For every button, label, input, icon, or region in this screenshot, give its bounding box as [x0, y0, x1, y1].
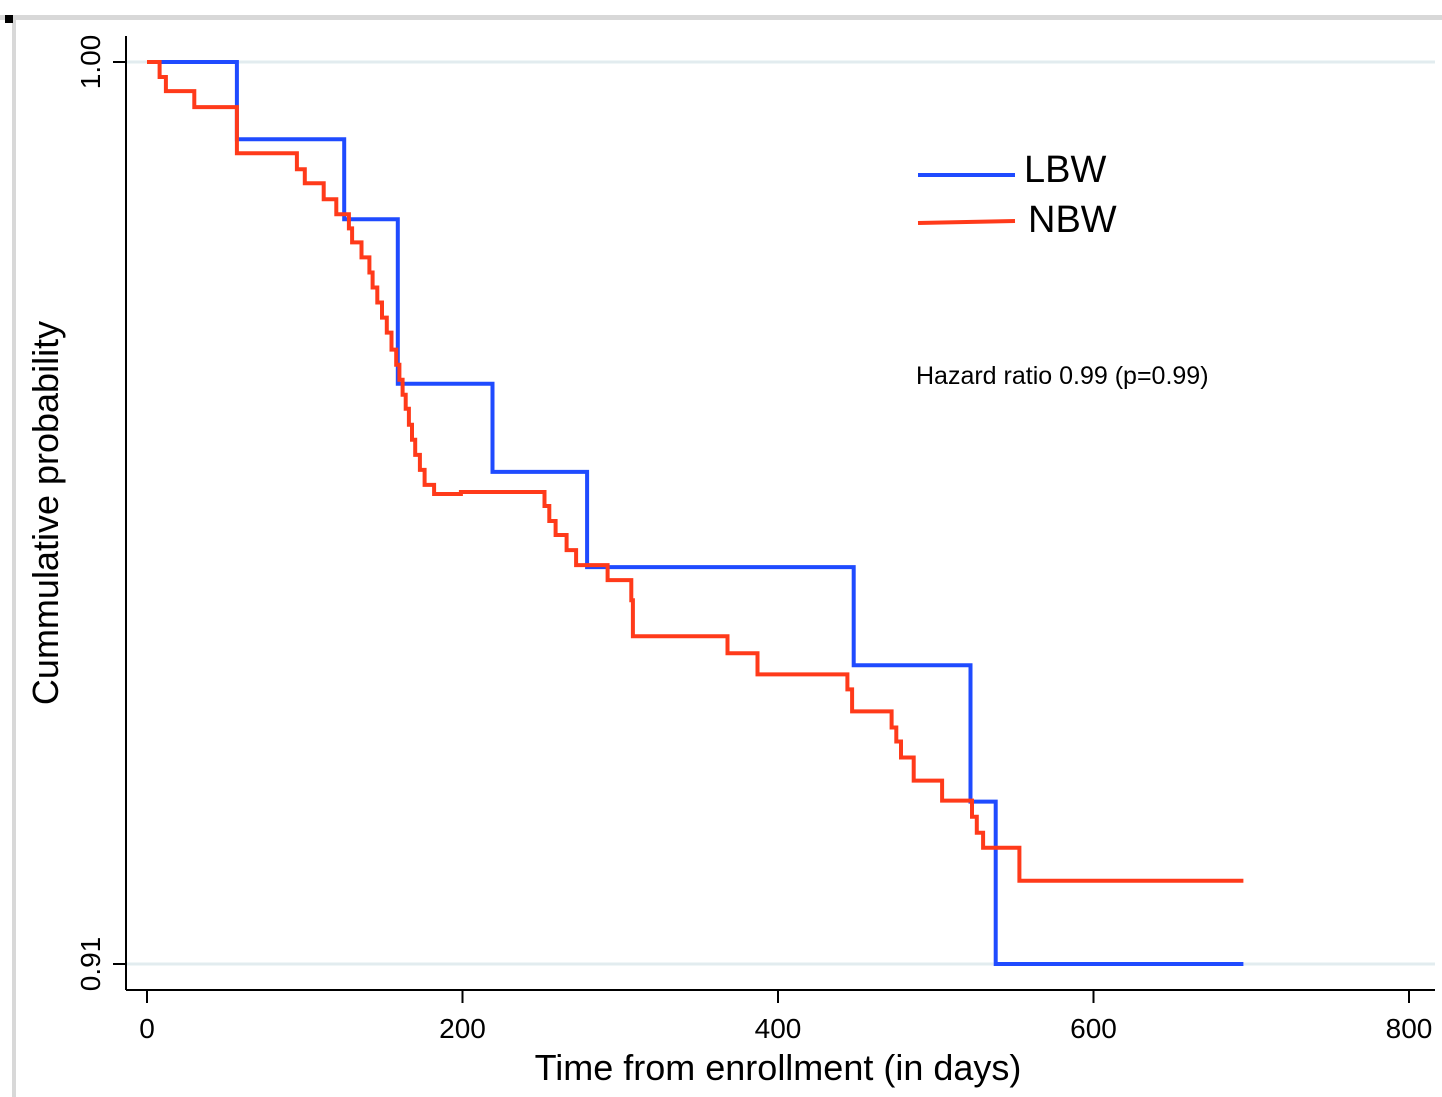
axes	[113, 36, 1435, 1003]
series-line-lbw	[147, 60, 1244, 966]
legend: LBW NBW	[917, 149, 1117, 241]
window-left-border	[12, 15, 16, 1097]
corner-marker	[5, 15, 13, 23]
legend-swatch-nbw	[917, 219, 1016, 225]
x-tick-label-4: 800	[1386, 1013, 1433, 1044]
series-layer	[147, 60, 1244, 966]
y-tick-label-0: 0.91	[75, 937, 106, 992]
x-tick-label-3: 600	[1070, 1013, 1117, 1044]
window-top-border	[0, 15, 1442, 20]
x-tick-label-1: 200	[439, 1013, 486, 1044]
y-tick-label-1: 1.00	[75, 35, 106, 90]
series-line-nbw	[147, 60, 1244, 883]
legend-label-lbw: LBW	[1024, 149, 1106, 191]
legend-label-nbw: NBW	[1028, 199, 1117, 241]
x-axis-label: Time from enrollment (in days)	[535, 1047, 1022, 1088]
x-tick-label-0: 0	[139, 1013, 155, 1044]
hazard-annotation: Hazard ratio 0.99 (p=0.99)	[916, 362, 1209, 390]
x-tick-label-2: 400	[755, 1013, 802, 1044]
y-axis-label: Cummulative probability	[25, 321, 66, 705]
tick-labels: 0 200 400 600 800 0.91 1.00	[75, 35, 1432, 1044]
